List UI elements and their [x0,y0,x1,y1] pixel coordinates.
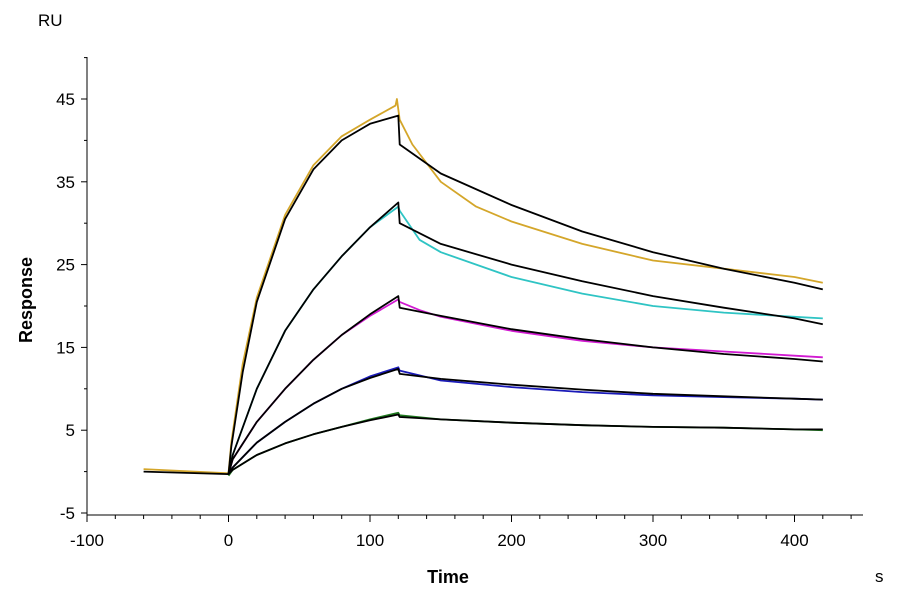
y-unit-label: RU [38,11,63,30]
x-tick-label: 400 [780,531,808,550]
series-line-fit-3 [227,295,823,475]
y-tick-label: 5 [66,421,75,440]
series-line-measured-1 [143,98,823,475]
x-tick-label: 300 [639,531,667,550]
x-axis-title: Time [427,567,469,587]
y-tick-label: 35 [56,173,75,192]
x-tick-label: 0 [224,531,233,550]
series-line-measured-4 [227,366,823,476]
y-tick-label: 25 [56,256,75,275]
series-line-measured-3 [227,298,823,475]
y-axis-title: Response [16,257,36,343]
series-line-fit-5 [227,413,823,475]
y-tick-label: 45 [56,90,75,109]
labels: RU s Time Response [16,11,884,587]
x-tick-label: 100 [356,531,384,550]
y-tick-label: 15 [56,338,75,357]
series-line-fit-1 [143,114,824,475]
x-tick-label: 200 [497,531,525,550]
series-line-fit-2 [227,201,823,475]
series-layer [143,98,824,477]
series-line-measured-5 [227,411,823,477]
axes: -5 5 15 25 35 45 -100 0 100 200 300 400 [56,57,863,550]
series-line-fit-4 [227,368,823,475]
x-tick-label: -100 [70,531,104,550]
x-unit-label: s [875,567,884,586]
y-tick-label: -5 [60,504,75,523]
